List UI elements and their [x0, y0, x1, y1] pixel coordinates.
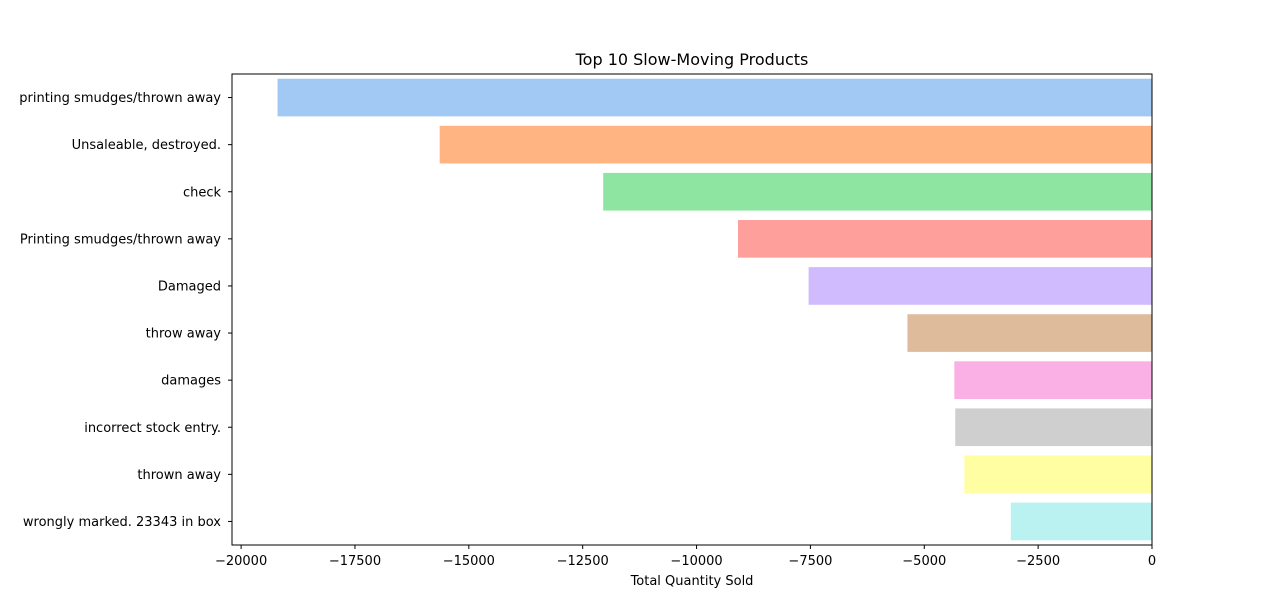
y-tick-label-4: Printing smudges/thrown away [20, 232, 221, 247]
y-tick-label-3: check [183, 185, 222, 200]
x-tick-label-7: −5000 [902, 554, 946, 569]
x-tick-label-2: −17500 [329, 554, 381, 569]
y-tick-label-6: throw away [146, 327, 222, 342]
y-tick-label-1: printing smudges/thrown away [19, 91, 221, 106]
x-tick-label-1: −20000 [215, 554, 267, 569]
x-axis: −20000 −17500 −15000 −12500 −10000 −7500 −5000… [215, 545, 1156, 569]
x-tick-label-9: 0 [1148, 554, 1156, 569]
x-tick-label-3: −15000 [443, 554, 495, 569]
bar-10 [1010, 502, 1152, 541]
x-axis-label: Total Quantity Sold [630, 574, 754, 589]
bar-5 [808, 267, 1152, 305]
x-tick-label-6: −7500 [788, 554, 832, 569]
chart-title: Top 10 Slow-Moving Products [575, 50, 809, 69]
y-tick-label-9: thrown away [137, 468, 221, 483]
bar-1 [277, 78, 1152, 117]
x-tick-label-5: −10000 [670, 554, 722, 569]
x-tick-label-8: −2500 [1016, 554, 1060, 569]
x-tick-label-4: −12500 [557, 554, 609, 569]
y-tick-label-10: wrongly marked. 23343 in box [23, 515, 221, 530]
bar-8 [955, 408, 1152, 447]
y-tick-label-2: Unsaleable, destroyed. [72, 138, 221, 153]
y-axis-labels: printing smudges/thrown away Unsaleable, … [19, 91, 232, 530]
bar-4 [738, 220, 1152, 258]
bars-group [277, 78, 1152, 541]
y-tick-label-5: Damaged [158, 279, 221, 294]
bar-3 [603, 172, 1152, 211]
y-tick-label-7: damages [161, 374, 221, 389]
plot-frame [231, 73, 1153, 546]
y-tick-label-8: incorrect stock entry. [84, 421, 221, 436]
bar-9 [964, 455, 1152, 494]
bar-6 [907, 314, 1152, 352]
bar-7 [954, 361, 1152, 399]
bar-2 [439, 125, 1152, 164]
